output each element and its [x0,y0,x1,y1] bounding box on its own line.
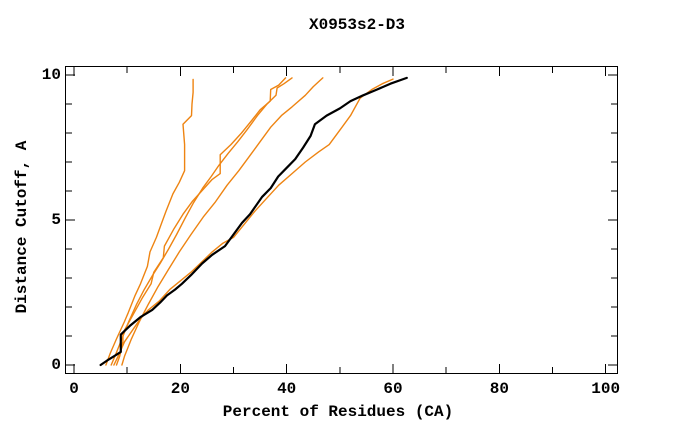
x-tick-label: 40 [277,380,297,398]
y-tick-label: 10 [41,66,61,84]
series-line-orange-model-1 [105,78,194,366]
plot-frame [65,66,618,374]
x-tick-label: 20 [170,380,190,398]
series-line-orange-model-3 [115,77,287,366]
y-tick-label: 0 [51,356,61,374]
chart-title: X0953s2-D3 [308,16,405,34]
x-tick-label: 0 [69,380,79,398]
x-tick-label: 60 [383,380,403,398]
x-axis-label: Percent of Residues (CA) [222,403,454,421]
y-axis-label: Distance Cutoff, A [13,140,31,314]
x-tick-label: 100 [591,380,621,398]
y-tick-label: 5 [51,211,61,229]
x-tick-label: 80 [489,380,509,398]
series-line-black-model [99,76,408,367]
series-line-orange-model-4 [121,77,324,366]
